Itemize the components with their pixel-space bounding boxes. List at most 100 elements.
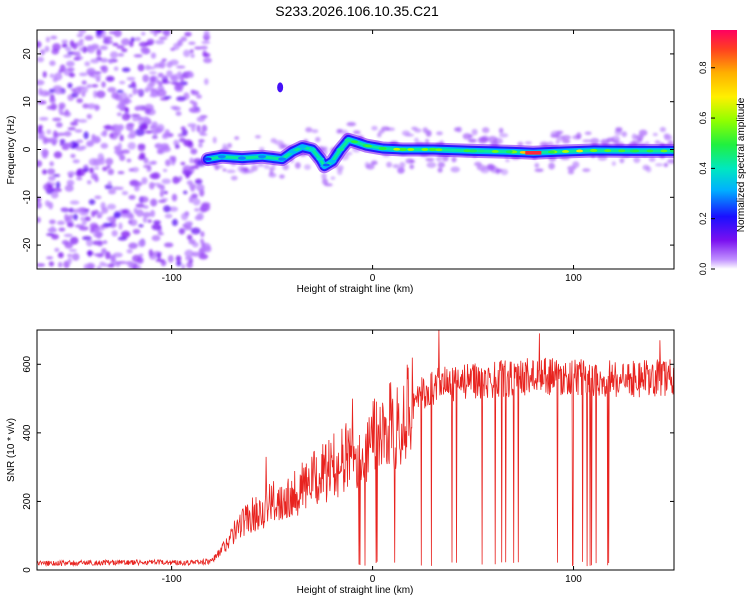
noise-blob [42,136,48,145]
noise-blob [153,30,158,37]
noise-blob [109,51,119,59]
track-hotspot [336,148,344,151]
noise-blob [97,240,104,247]
noise-blob [198,253,209,260]
haze-blob [456,126,463,133]
track-point [469,149,478,153]
noise-blob [64,109,69,115]
noise-blob [42,169,47,175]
track-point [278,157,287,161]
noise-blob [177,39,183,47]
noise-blob [198,142,203,148]
haze-blob [410,159,416,164]
noise-blob [163,205,171,213]
noise-blob [179,137,186,143]
noise-blob [78,72,88,77]
noise-blob [49,97,56,104]
haze-blob [322,146,328,151]
noise-blob [86,239,94,247]
noise-blob [198,139,205,143]
noise-region [37,30,212,269]
noise-blob [80,216,86,221]
noise-blob [150,91,157,98]
noise-blob [189,183,197,189]
noise-blob [64,213,69,222]
noise-blob [175,111,182,116]
noise-blob [161,133,169,140]
noise-blob [82,235,92,241]
noise-blob [90,58,100,64]
noise-blob [86,103,97,110]
noise-blob [133,54,143,58]
noise-blob [159,186,166,192]
noise-blob [63,233,73,238]
noise-blob [68,72,76,78]
x-tick-label: 100 [565,273,582,284]
noise-blob [203,57,212,64]
noise-blob [196,212,204,221]
haze-blob [498,127,504,134]
noise-blob [120,213,130,218]
noise-blob [137,116,144,122]
track-peak [525,151,542,155]
track-point [670,149,674,153]
snr-frame [36,329,675,571]
haze-blob [482,127,490,134]
noise-blob [131,254,142,263]
noise-blob [178,175,183,180]
noise-blob [72,159,80,164]
haze-blob [663,162,669,168]
x-tick-label: 100 [565,574,582,585]
haze-blob [450,166,461,173]
noise-blob [113,211,122,219]
noise-blob [150,52,157,59]
noise-blob [164,242,174,248]
haze-blob [572,161,580,168]
noise-blob [135,209,144,217]
track-hotspot [547,150,555,154]
noise-blob [115,261,122,265]
noise-blob [119,92,128,100]
haze-blob [366,163,375,170]
haze-blob [451,156,457,163]
noise-blob [93,231,104,238]
noise-blob [72,208,81,213]
noise-blob [39,117,49,121]
haze-blob [240,167,249,171]
noise-blob [150,209,156,218]
noise-blob [131,113,141,117]
haze-blob [652,132,658,137]
noise-blob [76,98,83,104]
haze-blob [611,161,616,166]
noise-blob [128,93,133,98]
noise-blob [75,139,84,144]
noise-blob [96,90,106,99]
noise-blob [142,74,150,83]
noise-blob [174,144,180,149]
snr-x-axis-label: Height of straight line (km) [297,585,414,596]
noise-blob [63,54,73,58]
haze-blob [644,141,650,145]
noise-blob [74,129,83,133]
noise-blob [126,76,136,81]
noise-blob [146,82,154,91]
noise-blob [101,65,109,74]
noise-blob [70,121,79,126]
noise-blob [61,43,68,48]
noise-blob [121,67,131,73]
noise-blob [158,199,167,203]
noise-blob [57,261,63,268]
noise-blob [72,87,82,95]
y-tick-label: -20 [22,237,33,252]
noise-blob [37,100,47,105]
noise-blob [96,265,102,269]
noise-blob [190,227,201,235]
noise-blob [200,205,208,210]
noise-blob [106,165,111,169]
haze-blob [642,164,650,171]
noise-blob [118,186,124,191]
haze-blob [322,178,329,185]
noise-blob [73,118,80,122]
noise-blob [48,175,56,181]
